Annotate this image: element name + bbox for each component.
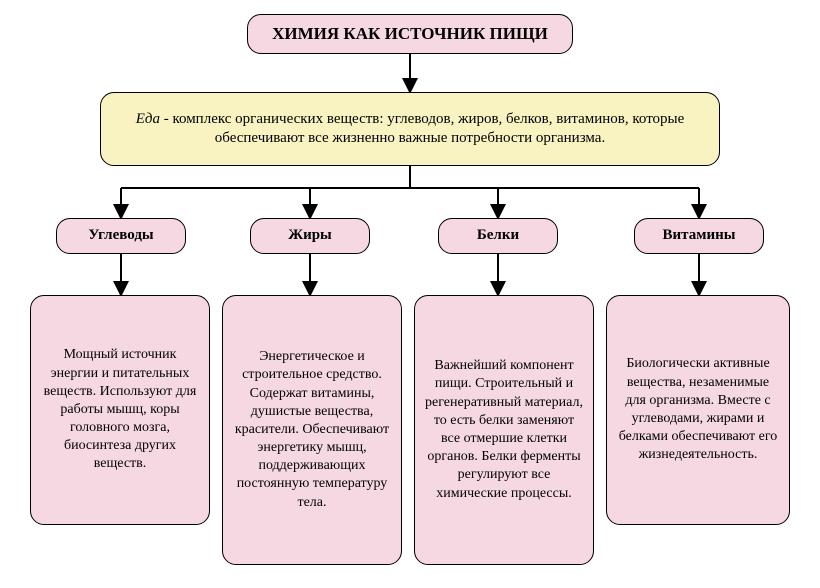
category-label: Жиры bbox=[288, 226, 332, 246]
category-proteins: Белки bbox=[438, 218, 558, 254]
description-text: Энергетическое и строительное средство. … bbox=[233, 348, 391, 512]
category-label: Витамины bbox=[663, 226, 736, 246]
category-vitamins: Витамины bbox=[634, 218, 764, 254]
category-carbohydrates: Углеводы bbox=[56, 218, 186, 254]
description-text: Мощный источник энергии и питательных ве… bbox=[41, 346, 199, 473]
description-proteins: Важнейший компонент пищи. Строительный и… bbox=[414, 295, 594, 565]
description-fats: Энергетическое и строительное средство. … bbox=[222, 295, 402, 565]
description-carbohydrates: Мощный источник энергии и питательных ве… bbox=[30, 295, 210, 525]
title-node: ХИМИЯ КАК ИСТОЧНИК ПИЩИ bbox=[247, 14, 573, 54]
description-text: Важнейший компонент пищи. Строительный и… bbox=[425, 357, 583, 503]
description-vitamins: Биологически активные вещества, незамени… bbox=[606, 295, 790, 525]
title-text: ХИМИЯ КАК ИСТОЧНИК ПИЩИ bbox=[272, 23, 548, 45]
category-label: Углеводы bbox=[88, 226, 153, 246]
definition-node: Еда - комплекс органических веществ: угл… bbox=[100, 92, 720, 166]
category-fats: Жиры bbox=[250, 218, 370, 254]
definition-text: Еда - комплекс органических веществ: угл… bbox=[111, 110, 709, 149]
description-text: Биологически активные вещества, незамени… bbox=[617, 355, 779, 464]
category-label: Белки bbox=[477, 226, 519, 246]
